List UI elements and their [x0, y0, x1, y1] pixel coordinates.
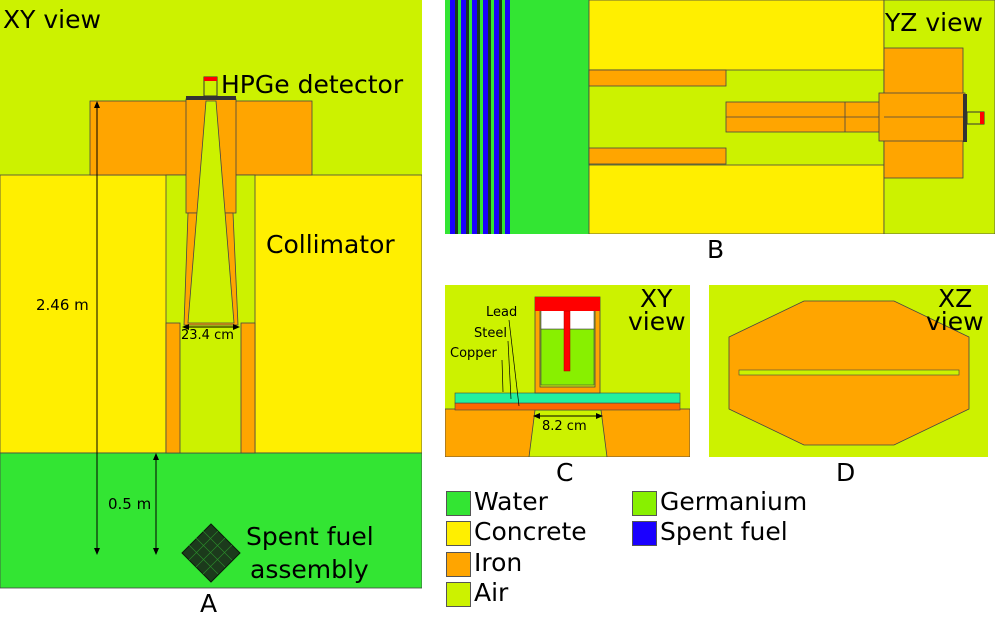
legend-swatch-water [446, 491, 471, 516]
detector-mount-b [963, 94, 967, 142]
legend-label-air: Air [474, 578, 509, 607]
panel-a-view-label: XY view [3, 5, 101, 34]
depth-arrow-bottom [153, 548, 159, 555]
panel-a-xy-view: XY view HPGe detector Collimator 2.46 m … [0, 0, 422, 589]
legend-swatch-iron [446, 552, 471, 577]
legend-label-concrete: Concrete [474, 517, 587, 546]
detector-top-c [535, 297, 600, 311]
fuel-grid [188, 530, 233, 575]
detector-cap-b [980, 112, 984, 124]
width-arrow-right [233, 324, 240, 330]
panel-d-view-line2: view [926, 307, 984, 336]
height-arrow-bottom [94, 548, 100, 555]
height-arrow-top [94, 101, 100, 108]
panel-b-view-label: YZ view [885, 8, 983, 37]
depth-arrow-top [153, 453, 159, 460]
legend-swatch-concrete [446, 521, 471, 546]
legend-label-spent-fuel: Spent fuel [660, 517, 788, 546]
panel-b-yz-view: YZ view [445, 0, 995, 234]
panel-d-drawing [709, 285, 988, 457]
spent-fuel-rods-b [450, 0, 510, 234]
panel-d-view-line1: XZ [938, 285, 973, 313]
panel-d-xz-view: XZ view [709, 285, 988, 457]
detector-label: HPGe detector [221, 70, 404, 99]
depth-label: 0.5 m [108, 495, 152, 513]
fuel-label-line1: Spent fuel [246, 522, 374, 551]
legend: Water Concrete Iron Air Germanium Spent … [446, 489, 846, 609]
steel-layer-c [454, 392, 681, 404]
cold-finger-c [563, 310, 571, 372]
gap-label: 8.2 cm [542, 419, 587, 434]
panel-c-xy-view: XY view Lead Steel Copper 8.2 cm [445, 285, 690, 457]
legend-label-iron: Iron [474, 548, 523, 577]
panel-a-caption: A [200, 589, 218, 618]
legend-label-water: Water [474, 487, 548, 516]
steel-label: Steel [474, 326, 507, 341]
lower-iron-wall-right [240, 322, 256, 454]
panel-d-caption: D [836, 458, 856, 487]
legend-swatch-spent-fuel [632, 521, 657, 546]
collimator-channel [187, 100, 235, 324]
collimator-label: Collimator [266, 230, 395, 259]
lead-label: Lead [486, 305, 518, 320]
iron-plate-bottom-b [588, 147, 727, 165]
legend-swatch-air [446, 582, 471, 607]
legend-swatch-germanium [632, 491, 657, 516]
lower-iron-wall-left [165, 322, 181, 454]
panel-b-caption: B [707, 235, 725, 264]
panel-b-drawing [445, 0, 995, 234]
height-label: 2.46 m [36, 296, 89, 314]
panel-c-drawing [445, 285, 690, 457]
detector-mount [186, 96, 236, 100]
panel-c-view-line2: view [628, 307, 686, 336]
panel-c-caption: C [556, 458, 574, 487]
fuel-label-line2: assembly [250, 555, 369, 584]
panel-c-view-line1: XY [640, 285, 673, 313]
width-label: 23.4 cm [181, 328, 234, 343]
slit-d [738, 369, 960, 376]
detector-cap [204, 77, 217, 81]
panel-a-drawing [0, 0, 422, 589]
copper-layer-c [454, 402, 681, 411]
copper-label: Copper [450, 346, 497, 361]
width-arrow-left [182, 324, 189, 330]
iron-plate-top-b [588, 69, 727, 87]
legend-label-germanium: Germanium [660, 487, 808, 516]
